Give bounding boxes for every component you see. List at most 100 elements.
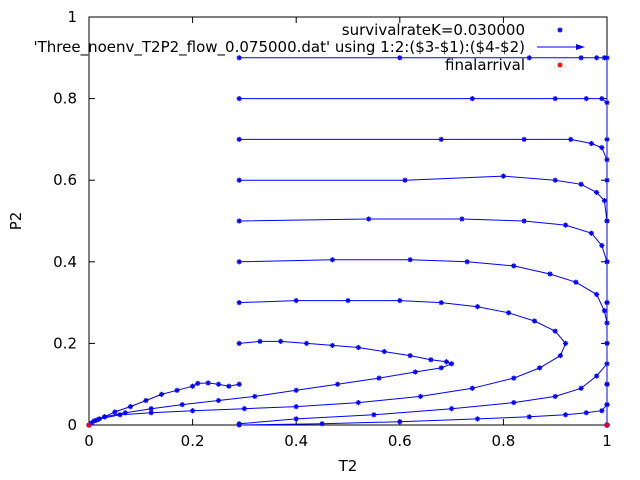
trajectory-point <box>366 216 372 222</box>
trajectories <box>86 55 610 428</box>
trajectory-point <box>604 320 610 326</box>
trajectory-point <box>241 406 247 412</box>
trajectory-point <box>236 300 242 306</box>
x-tick-label: 0.4 <box>284 432 308 450</box>
trajectory-point <box>562 340 569 346</box>
trajectory-point <box>552 96 558 102</box>
trajectory <box>236 55 610 428</box>
trajectory-point <box>526 414 532 420</box>
trajectory-point <box>521 218 527 224</box>
trajectory-point <box>355 344 361 351</box>
trajectory-point <box>252 393 258 400</box>
trajectory-point <box>236 55 242 61</box>
trajectory-point <box>511 399 517 406</box>
trajectory-point <box>552 177 558 183</box>
trajectory-point <box>94 417 100 423</box>
trajectory-point <box>578 55 584 61</box>
trajectory-point <box>402 177 408 183</box>
trajectory-point <box>588 140 595 147</box>
trajectory-point <box>459 216 465 222</box>
trajectory-point <box>599 96 605 102</box>
trajectory-point <box>158 391 165 397</box>
trajectory-point <box>335 381 341 387</box>
trajectory-point <box>469 385 475 391</box>
trajectory-point <box>190 408 196 414</box>
trajectory-point <box>552 393 558 400</box>
trajectory-point <box>236 218 242 224</box>
x-tick-label: 0.8 <box>491 432 515 450</box>
legend: survivalrateK=0.030000'Three_noenv_T2P2_… <box>33 21 585 74</box>
legend-entry: 'Three_noenv_T2P2_flow_0.075000.dat' usi… <box>33 38 585 57</box>
final-arrival-point <box>604 422 610 428</box>
trajectory-point <box>552 328 558 334</box>
trajectory-point <box>376 375 382 381</box>
trajectory-point <box>293 297 299 304</box>
trajectory-point <box>257 338 263 344</box>
trajectory-point <box>236 96 242 102</box>
trajectory-point <box>449 406 455 412</box>
trajectory-point <box>526 55 532 61</box>
trajectory-point <box>293 416 299 422</box>
trajectory-line <box>88 340 453 426</box>
trajectory-point <box>511 263 517 269</box>
trajectory-point <box>226 383 232 389</box>
y-tick-label: 1 <box>67 8 77 26</box>
trajectory-point <box>205 380 211 386</box>
trajectory-point <box>215 381 222 387</box>
trajectory-point <box>195 380 201 386</box>
trajectory-point <box>604 259 610 265</box>
trajectory-point <box>578 181 584 187</box>
trajectory-point <box>505 310 512 316</box>
trajectory-point <box>148 406 154 412</box>
trajectory-point <box>236 421 242 427</box>
trajectory-point <box>329 257 336 263</box>
trajectory-point <box>604 100 610 106</box>
legend-arrowhead <box>576 44 585 50</box>
trajectory-point <box>215 397 222 404</box>
trajectory-point <box>407 257 413 263</box>
trajectory <box>86 380 242 428</box>
y-tick-label: 0.6 <box>53 171 77 189</box>
y-tick-label: 0.2 <box>53 334 77 352</box>
trajectory-point <box>594 373 600 379</box>
legend-entry: finalarrival <box>445 56 563 74</box>
legend-label: survivalrateK=0.030000 <box>342 21 525 39</box>
trajectory-point <box>397 55 403 61</box>
trajectory-point <box>604 55 610 61</box>
trajectory-point <box>578 385 584 391</box>
trajectory-point <box>573 279 579 285</box>
plot-frame <box>88 16 608 426</box>
legend-label: finalarrival <box>445 56 525 74</box>
trajectory-point <box>594 189 600 196</box>
trajectory-point <box>293 387 299 393</box>
trajectory-point <box>236 259 242 265</box>
trajectory-point <box>464 259 470 265</box>
legend-entry: survivalrateK=0.030000 <box>342 21 563 39</box>
legend-marker <box>557 27 563 33</box>
trajectory-point <box>303 340 310 346</box>
trajectory-point <box>599 144 605 151</box>
x-axis-label: T2 <box>338 457 358 475</box>
trajectory-point <box>604 157 610 163</box>
trajectory-point <box>112 409 118 415</box>
trajectory-point <box>190 383 196 389</box>
x-tick-label: 0.2 <box>181 432 205 450</box>
trajectory <box>236 402 610 428</box>
trajectory-point <box>604 361 610 367</box>
trajectory-point <box>355 399 361 406</box>
trajectory-point <box>601 198 608 204</box>
trajectory-point <box>537 365 543 371</box>
trajectory-point <box>143 397 149 404</box>
trajectory-point <box>345 297 351 304</box>
trajectory-point <box>521 136 527 142</box>
x-tick-label: 0 <box>84 432 94 450</box>
trajectory-point <box>293 404 299 410</box>
trajectory-point <box>568 136 574 142</box>
y-axis-label: P2 <box>7 212 25 231</box>
trajectory-point <box>583 96 589 102</box>
trajectory-point <box>174 387 180 393</box>
trajectory-point <box>412 369 418 375</box>
trajectory <box>236 96 610 428</box>
trajectory-point <box>474 416 481 422</box>
